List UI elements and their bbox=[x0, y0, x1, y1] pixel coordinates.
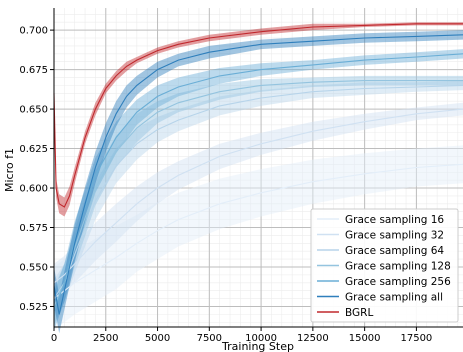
legend-label-5: Grace sampling 256 bbox=[345, 276, 451, 288]
y-tick-label: 0.600 bbox=[19, 184, 48, 195]
tick-labels: 0 2500 5000 7500 10000 12500 15000 17500 0.525 0.… bbox=[19, 26, 432, 344]
y-tick-label: 0.675 bbox=[19, 65, 48, 76]
series-band-1 bbox=[54, 145, 463, 331]
x-tick-label: 5000 bbox=[145, 333, 170, 344]
legend-label-2: Grace sampling 32 bbox=[345, 230, 444, 242]
y-tick-label: 0.550 bbox=[19, 262, 48, 273]
y-tick-label: 0.625 bbox=[19, 144, 48, 155]
series-band-3 bbox=[54, 80, 463, 318]
legend-label-3: Grace sampling 64 bbox=[345, 245, 444, 257]
series-line-7 bbox=[53, 23, 463, 208]
series-band-2 bbox=[54, 102, 463, 302]
legend: Grace sampling 16 Grace sampling 32 Grace … bbox=[310, 208, 459, 323]
x-tick-label: 0 bbox=[51, 333, 57, 344]
legend-box bbox=[310, 208, 459, 323]
confidence-bands bbox=[54, 22, 463, 334]
legend-label-1: Grace sampling 16 bbox=[345, 214, 444, 226]
series-lines bbox=[53, 23, 463, 315]
y-axis-label: Micro f1 bbox=[3, 148, 16, 192]
x-tick-label: 15000 bbox=[349, 333, 381, 344]
series-line-1 bbox=[53, 163, 463, 300]
x-tick-label: 17500 bbox=[400, 333, 432, 344]
x-tick-label: 2500 bbox=[93, 333, 118, 344]
legend-label-4: Grace sampling 128 bbox=[345, 261, 451, 273]
legend-label-6: Grace sampling all bbox=[345, 292, 443, 304]
y-tick-label: 0.650 bbox=[19, 105, 48, 116]
series-line-3 bbox=[53, 84, 463, 299]
legend-label-7: BGRL bbox=[345, 307, 373, 319]
x-axis-label: Training Step bbox=[221, 340, 294, 352]
y-tick-label: 0.575 bbox=[19, 223, 48, 234]
x-tick-label: 7500 bbox=[197, 333, 222, 344]
axes bbox=[50, 8, 463, 331]
x-tick-label: 10000 bbox=[245, 333, 277, 344]
series-line-6 bbox=[53, 34, 463, 315]
y-tick-label: 0.700 bbox=[19, 26, 48, 37]
y-tick-label: 0.525 bbox=[19, 302, 48, 313]
x-tick-label: 12500 bbox=[297, 333, 329, 344]
series-line-4 bbox=[53, 80, 463, 307]
series-line-2 bbox=[53, 108, 463, 284]
